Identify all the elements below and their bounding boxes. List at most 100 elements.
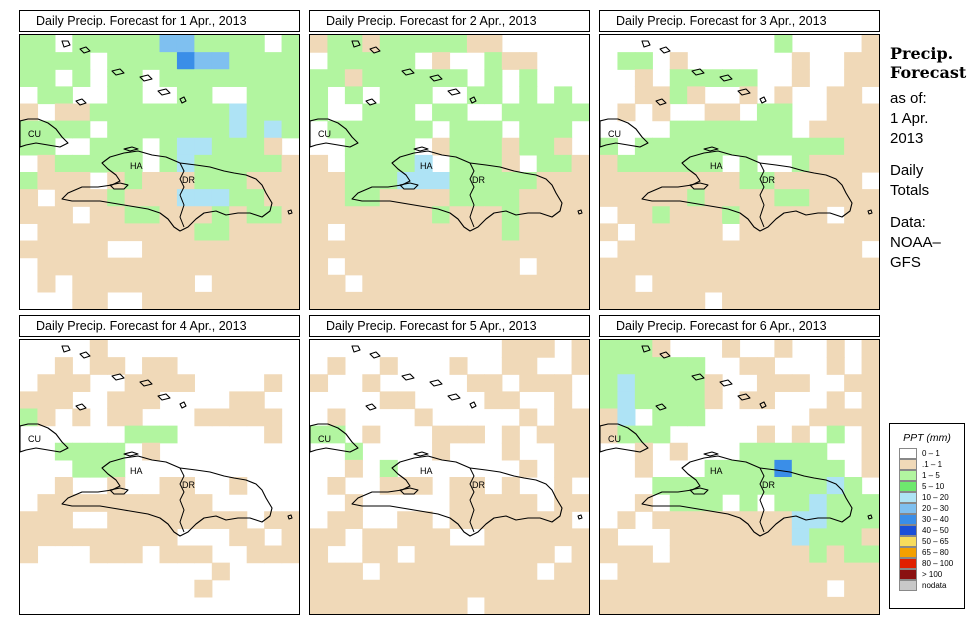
- precip-cell: [669, 391, 688, 410]
- precip-cell: [159, 257, 178, 276]
- precip-cell: [652, 223, 671, 242]
- precip-cell: [37, 86, 56, 105]
- precip-cell: [704, 477, 723, 495]
- precip-cell: [600, 274, 619, 293]
- precip-cell: [159, 425, 178, 444]
- legend-label: 5 – 10: [922, 482, 945, 491]
- precip-cell: [774, 579, 793, 598]
- precip-cell: [501, 425, 520, 444]
- precip-cell: [414, 477, 433, 495]
- precip-cell: [72, 120, 91, 139]
- precip-cell: [379, 69, 398, 87]
- precip-cell: [229, 240, 248, 259]
- legend-swatch: [899, 525, 917, 536]
- precip-cell: [617, 408, 636, 427]
- precip-cell: [362, 374, 381, 392]
- precip-cell: [246, 257, 265, 276]
- precip-cell: [809, 579, 828, 598]
- precip-cell: [194, 257, 213, 276]
- gonave-coastline: [109, 487, 129, 495]
- precip-cell: [107, 52, 126, 70]
- precip-cell: [809, 477, 828, 495]
- precip-cell: [264, 206, 283, 224]
- precip-cell: [774, 257, 793, 276]
- precip-cell: [554, 494, 573, 512]
- precip-cell: [501, 596, 520, 614]
- precip-cell: [72, 257, 91, 276]
- precip-cell: [414, 69, 433, 87]
- precip-cell: [211, 240, 230, 259]
- precip-cell: [37, 391, 56, 410]
- legend-label: 10 – 20: [922, 493, 949, 502]
- precip-cell: [571, 545, 589, 564]
- precip-cell: [124, 52, 143, 70]
- precip-cell: [310, 103, 329, 122]
- precip-cell: [310, 579, 329, 598]
- precip-cell: [310, 562, 329, 581]
- precip-cell: [809, 442, 828, 461]
- precip-cell: [449, 172, 468, 190]
- precip-cell: [414, 240, 433, 259]
- precip-cell: [281, 35, 299, 53]
- precip-cell: [54, 374, 73, 392]
- precip-cell: [600, 154, 619, 173]
- precip-cell: [826, 154, 845, 173]
- precip-cell: [362, 240, 381, 259]
- precip-cell: [246, 291, 265, 309]
- bahamas-islet: [75, 403, 87, 411]
- precip-cell: [844, 240, 863, 259]
- precip-cell: [310, 274, 329, 293]
- precip-cell: [484, 257, 503, 276]
- precip-cell: [861, 154, 879, 173]
- precip-cell: [687, 206, 706, 224]
- precip-cell: [176, 257, 195, 276]
- precip-cell: [264, 69, 283, 87]
- precip-cell: [37, 137, 56, 156]
- precip-cell: [379, 223, 398, 242]
- precip-cell: [484, 511, 503, 529]
- precip-cell: [72, 52, 91, 70]
- precip-cell: [124, 223, 143, 242]
- precip-cell: [124, 189, 143, 207]
- precip-cell: [809, 257, 828, 276]
- precip-cell: [844, 494, 863, 512]
- precip-cell: [861, 120, 879, 139]
- precip-cell: [246, 223, 265, 242]
- precip-cell: [229, 528, 248, 547]
- precip-cell: [449, 206, 468, 224]
- panel-title: Daily Precip. Forecast for 6 Apr., 2013: [599, 315, 880, 337]
- precip-cell: [739, 391, 758, 410]
- precip-cell: [72, 442, 91, 461]
- precip-cell: [72, 189, 91, 207]
- precip-cell: [107, 408, 126, 427]
- precip-cell: [107, 459, 126, 478]
- precip-cell: [142, 120, 161, 139]
- precip-cell: [600, 596, 619, 614]
- precip-cell: [571, 291, 589, 309]
- precip-cell: [327, 562, 346, 581]
- precip-cell: [826, 528, 845, 547]
- info-daily-line2: Totals: [890, 182, 930, 199]
- precip-cell: [194, 206, 213, 224]
- precip-cell: [484, 69, 503, 87]
- precip-cell: [519, 120, 538, 139]
- precip-cell: [246, 52, 265, 70]
- precip-cell: [634, 357, 653, 375]
- precip-cell: [669, 545, 688, 564]
- precip-cell: [774, 442, 793, 461]
- precip-cell: [571, 257, 589, 276]
- precip-cell: [37, 528, 56, 547]
- precip-cell: [501, 274, 520, 293]
- precip-cell: [571, 172, 589, 190]
- precip-cell: [264, 52, 283, 70]
- precip-cell: [756, 596, 775, 614]
- precip-cell: [739, 545, 758, 564]
- precip-cell: [826, 596, 845, 614]
- precip-cell: [484, 35, 503, 53]
- precip-cell: [264, 154, 283, 173]
- precip-cell: [826, 137, 845, 156]
- precip-cell: [176, 545, 195, 564]
- precip-cell: [844, 596, 863, 614]
- precip-cell: [519, 86, 538, 105]
- precip-cell: [449, 425, 468, 444]
